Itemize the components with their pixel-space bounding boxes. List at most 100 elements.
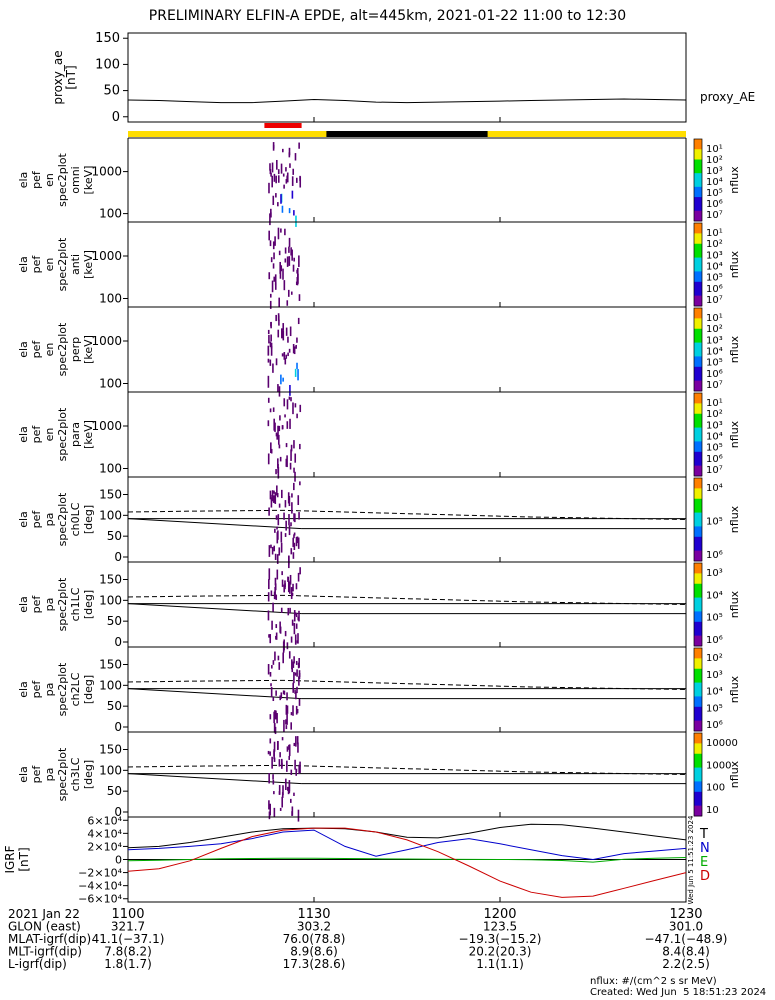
spectrogram-pixel bbox=[270, 686, 273, 697]
colorbar-segment bbox=[694, 798, 702, 803]
colorbar-segment bbox=[694, 805, 702, 810]
spectrogram-pixel bbox=[294, 672, 297, 676]
igrf-series-d bbox=[127, 827, 687, 898]
spectrogram-pixel bbox=[267, 610, 270, 621]
colorbar-segment bbox=[694, 672, 702, 677]
spectrogram-pixel bbox=[272, 660, 275, 665]
spectrogram-pixel bbox=[268, 800, 270, 810]
spectrogram-pixel bbox=[274, 528, 276, 533]
spec-ylabel: ela bbox=[17, 596, 30, 613]
spectrogram-pixel bbox=[270, 334, 272, 342]
colorbar-segment bbox=[694, 784, 702, 789]
colorbar-segment bbox=[694, 739, 702, 744]
spec-ytick-label: 100 bbox=[99, 763, 122, 777]
colorbar-segment bbox=[694, 733, 702, 737]
spectrogram-pixel bbox=[286, 300, 289, 306]
colorbar-segment bbox=[694, 373, 702, 378]
spectrogram-pixel bbox=[281, 328, 283, 339]
colorbar-segment bbox=[694, 488, 702, 493]
spec-ylabel: [deg] bbox=[82, 675, 95, 704]
spec-ylabel: ela bbox=[17, 172, 30, 189]
shadow-bar bbox=[326, 131, 488, 137]
spectrogram-pixel bbox=[277, 655, 280, 661]
colorbar-frame bbox=[693, 392, 703, 477]
spectrogram-pixel bbox=[272, 142, 275, 151]
colorbar-tick-label: 10⁶ bbox=[706, 635, 723, 646]
spectrogram-pixel bbox=[277, 530, 279, 540]
colorbar-label: nflux bbox=[728, 505, 741, 533]
spec-ylabel: en bbox=[43, 258, 56, 272]
spec-ylabel: perp bbox=[69, 337, 82, 362]
spectrogram-pixel bbox=[296, 269, 298, 274]
spectrogram-pixel bbox=[285, 719, 287, 725]
spectrogram-pixel bbox=[286, 692, 288, 701]
spec-ytick-label: 0 bbox=[114, 635, 122, 649]
spectrogram-pixel bbox=[269, 714, 272, 720]
colorbar-segment bbox=[694, 207, 702, 212]
igrf-ytick-label: 2×10⁴ bbox=[87, 840, 122, 853]
igrf-ylabel: IGRF bbox=[3, 845, 17, 873]
spec-ylabel: para bbox=[69, 422, 82, 447]
spectrogram-pixel bbox=[284, 247, 287, 254]
spectrogram-pixel bbox=[288, 348, 291, 353]
colorbar-segment bbox=[694, 441, 702, 446]
colorbar-segment bbox=[694, 522, 702, 527]
colorbar bbox=[693, 138, 703, 222]
colorbar-segment bbox=[694, 618, 702, 623]
spec-ytick-label: 0 bbox=[114, 805, 122, 819]
spectrogram-pixel bbox=[284, 630, 287, 637]
colorbar bbox=[693, 477, 703, 562]
spectrogram-pixel bbox=[288, 256, 291, 266]
colorbar-segment bbox=[694, 533, 702, 538]
spectrogram-pixel bbox=[278, 759, 281, 767]
colorbar-segment bbox=[694, 193, 702, 198]
spec-ylabel: spec2plot bbox=[56, 492, 69, 546]
colorbar-segment bbox=[694, 550, 702, 555]
spec-ylabel: spec2plot bbox=[56, 153, 69, 207]
spectrogram-pixel bbox=[293, 257, 295, 262]
proxy-ae-ytick-label: 150 bbox=[95, 31, 120, 46]
spectrogram-pixel bbox=[296, 413, 298, 419]
colorbar-segment bbox=[694, 427, 702, 432]
spec-ylabel: ela bbox=[17, 256, 30, 273]
spectrogram-pixel bbox=[280, 374, 282, 385]
loss-cone-line bbox=[127, 603, 302, 615]
spectrogram-pixel bbox=[290, 449, 292, 461]
spectrogram-pixel bbox=[271, 494, 273, 502]
anti-loss-cone-line bbox=[127, 764, 687, 775]
spectrogram-pixel bbox=[270, 345, 273, 356]
colorbar-segment bbox=[694, 696, 702, 701]
igrf-legend-n: N bbox=[700, 841, 710, 856]
spectrogram-pixel bbox=[270, 212, 272, 218]
spectrogram-pixel bbox=[286, 177, 289, 182]
spectrogram-pixel bbox=[293, 656, 295, 664]
colorbar-segment bbox=[694, 632, 702, 637]
colorbar-segment bbox=[694, 281, 702, 286]
spectrogram-pixel bbox=[274, 492, 277, 504]
colorbar-segment bbox=[694, 692, 702, 697]
colorbar-segment bbox=[694, 516, 702, 520]
colorbar-tick-label: 10⁴ bbox=[706, 590, 723, 601]
spec-ylabel: [deg] bbox=[82, 505, 95, 534]
spectrogram-data bbox=[268, 481, 301, 569]
colorbar-frame bbox=[693, 562, 703, 647]
spectrogram-pixel bbox=[295, 705, 298, 715]
colorbar-tick-label: 10000 bbox=[706, 738, 738, 749]
colorbar-segment bbox=[694, 689, 702, 694]
colorbar-segment bbox=[694, 743, 702, 748]
spectrogram-pixel bbox=[281, 489, 283, 499]
spectrogram-pixel bbox=[289, 462, 292, 470]
spectrogram-pixel bbox=[273, 741, 276, 752]
spectrogram-pixel bbox=[291, 176, 294, 186]
spec-ylabel: pef bbox=[30, 680, 43, 699]
colorbar-tick-label: 10³ bbox=[706, 166, 723, 177]
colorbar-segment bbox=[694, 444, 702, 449]
colorbar-segment bbox=[694, 197, 702, 201]
spectrogram-pixel bbox=[292, 583, 294, 592]
colorbar-segment bbox=[694, 288, 702, 293]
colorbar-segment bbox=[694, 285, 702, 290]
spectrogram-pixel bbox=[298, 142, 300, 149]
spec-ytick-label: 150 bbox=[99, 743, 122, 757]
spectrogram-pixel bbox=[294, 513, 296, 523]
colorbar-segment bbox=[694, 278, 702, 283]
